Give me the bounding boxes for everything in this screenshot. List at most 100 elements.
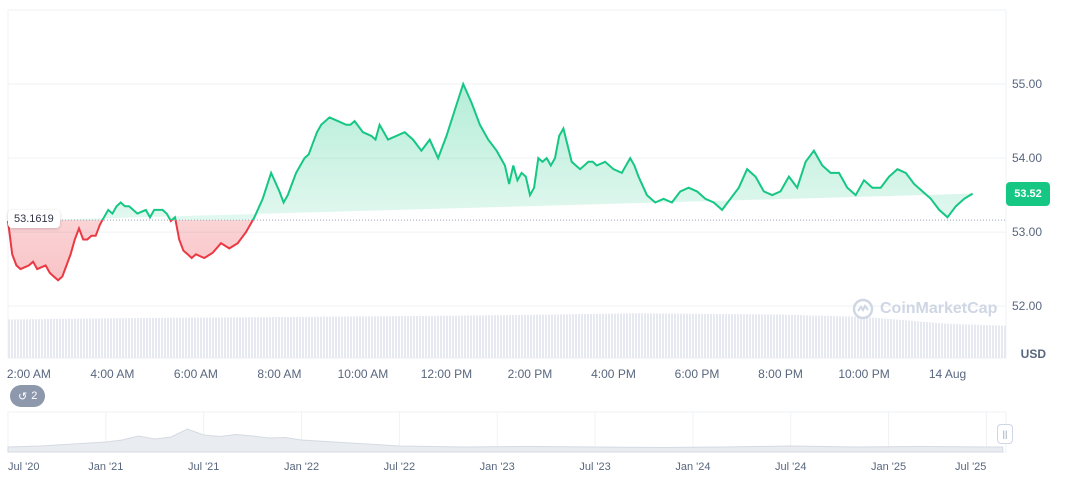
volume-bar [38,319,40,358]
volume-bar [959,324,961,358]
volume-bar [836,316,838,358]
navigator-tick-label: Jan '21 [88,461,123,473]
volume-bar [617,313,619,358]
volume-bar [995,325,997,358]
volume-bar [335,316,337,358]
volume-bar [947,323,949,358]
volume-bar [566,314,568,358]
volume-bar [737,314,739,358]
volume-bar [578,314,580,358]
volume-bar [119,318,121,358]
navigator-tick-label: Jul '21 [188,461,219,473]
volume-bar [275,317,277,358]
volume-bar [161,317,163,358]
volume-bar [239,317,241,358]
volume-bar [533,314,535,358]
volume-bar [800,315,802,358]
volume-bar [818,315,820,358]
volume-bar [392,316,394,358]
volume-bar [443,315,445,358]
volume-bar [764,314,766,358]
volume-bar [743,314,745,358]
navigator-panel[interactable] [7,411,1007,453]
volume-bar [41,319,43,358]
volume-bar [872,317,874,358]
volume-bar [728,314,730,358]
volume-bar [968,324,970,358]
volume-bars [8,313,1006,358]
volume-bar [884,318,886,358]
volume-bar [146,318,148,358]
volume-bar [500,315,502,358]
volume-bar [626,313,628,358]
volume-bar [623,313,625,358]
x-tick-label: 6:00 PM [675,367,720,381]
volume-bar [170,317,172,358]
volume-bar [83,318,85,358]
volume-bar [962,324,964,358]
navigator-area [7,428,1004,453]
volume-bar [116,318,118,358]
volume-bar [389,316,391,358]
volume-bar [647,313,649,358]
volume-bar [32,319,34,358]
volume-bar [977,324,979,358]
volume-bar [905,320,907,358]
volume-bar [359,316,361,358]
x-tick-label: 8:00 PM [758,367,803,381]
volume-bar [89,318,91,358]
volume-bar [671,313,673,358]
volume-bar [761,314,763,358]
volume-bar [284,316,286,358]
price-areas [8,84,973,281]
volume-bar [413,316,415,358]
volume-bar [830,316,832,358]
volume-bar [911,320,913,358]
volume-bar [521,314,523,358]
volume-bar [209,317,211,358]
volume-bar [587,313,589,358]
volume-bar [20,319,22,358]
volume-bar [461,315,463,358]
volume-bar [590,313,592,358]
volume-bar [218,317,220,358]
volume-bar [692,313,694,358]
volume-bar [545,314,547,358]
volume-bar [557,314,559,358]
volume-bar [668,313,670,358]
volume-bar [65,318,67,358]
volume-bar [704,313,706,358]
volume-bar [362,316,364,358]
volume-bar [71,318,73,358]
volume-bar [200,317,202,358]
currency-label: USD [1020,347,1046,361]
volume-bar [686,313,688,358]
history-button[interactable]: ↺ 2 [10,385,46,407]
volume-bar [824,315,826,358]
volume-bar [272,317,274,358]
volume-bar [974,324,976,358]
navigator-handle[interactable]: || [997,424,1013,444]
volume-bar [812,315,814,358]
volume-bar [350,316,352,358]
volume-bar [74,318,76,358]
volume-bar [122,318,124,358]
price-area-down [8,220,253,281]
volume-bar [329,316,331,358]
volume-bar [551,314,553,358]
volume-bar [857,316,859,358]
volume-bar [1001,325,1003,358]
volume-bar [245,317,247,358]
volume-bar [326,316,328,358]
volume-bar [314,316,316,358]
volume-bar [14,319,16,358]
volume-bar [767,314,769,358]
volume-bar [164,317,166,358]
volume-bar [401,316,403,358]
volume-bar [746,314,748,358]
volume-bar [293,316,295,358]
volume-bar [902,320,904,358]
volume-bar [875,317,877,358]
volume-bar [935,322,937,358]
